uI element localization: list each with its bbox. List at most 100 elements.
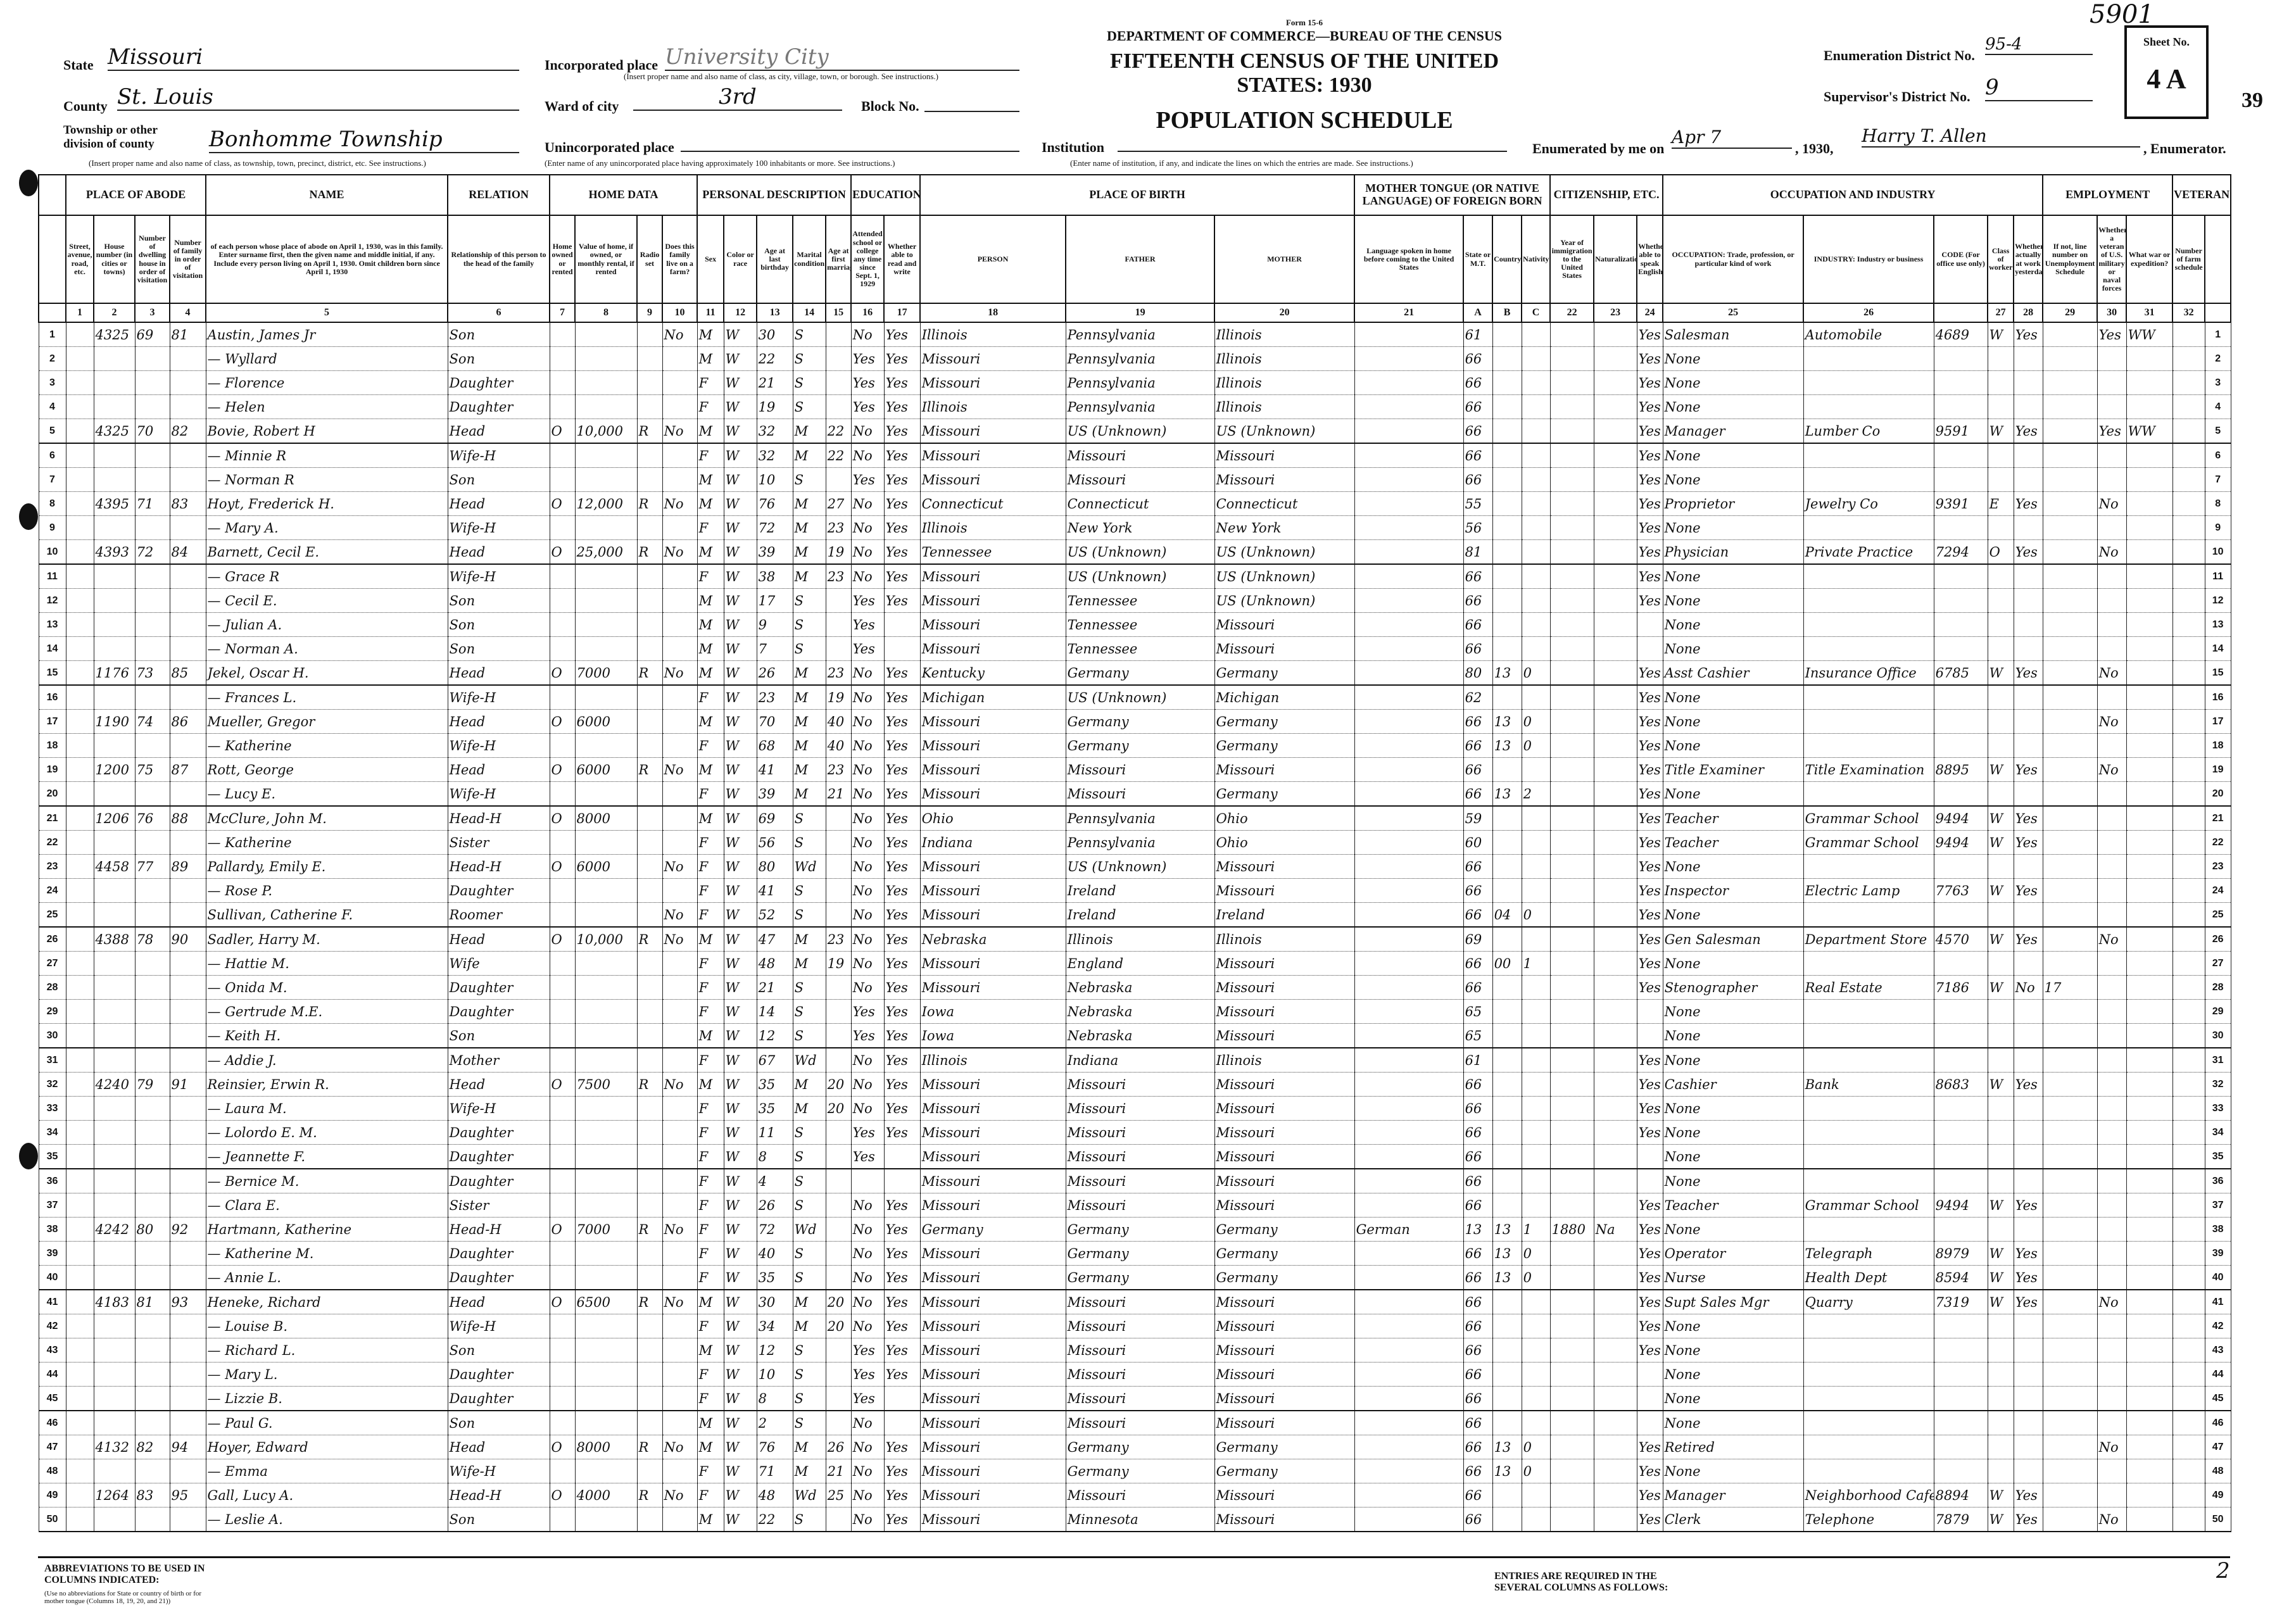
cell [1593, 1023, 1637, 1048]
cell: 76 [134, 806, 170, 831]
cell [65, 1338, 94, 1363]
cell [636, 1048, 663, 1073]
cell [2042, 781, 2098, 807]
cell [825, 394, 852, 419]
cell: 19 [825, 951, 852, 976]
cell: Yes [2013, 1290, 2043, 1314]
cell: 13 [1492, 660, 1522, 686]
cell: 7319 [1933, 1290, 1988, 1314]
cell [65, 1435, 94, 1459]
cell [134, 467, 170, 492]
cell [825, 1507, 852, 1532]
cell: 83 [134, 1483, 170, 1508]
cell [2042, 539, 2098, 565]
cell: W [723, 419, 757, 444]
cell [2013, 443, 2043, 468]
cell [65, 902, 94, 928]
cell [636, 1459, 663, 1483]
cell [2097, 564, 2127, 589]
cell: M [792, 419, 826, 444]
cell: No [850, 1459, 885, 1483]
cell [1987, 612, 2014, 637]
cell: Yes [1636, 539, 1663, 565]
cell [1803, 467, 1934, 492]
cell: Wife-H [447, 443, 550, 468]
cell: — Lucy E. [205, 781, 448, 807]
cell: Illinois [1214, 346, 1355, 371]
cell [1492, 1048, 1522, 1073]
cell: W [723, 1314, 757, 1338]
cell: W [723, 999, 757, 1024]
cell: — Mary L. [205, 1362, 448, 1387]
cell: Daughter [447, 1120, 550, 1145]
cell: Son [447, 636, 550, 661]
cell [574, 370, 638, 395]
column-number: 17 [883, 303, 921, 323]
cell: M [792, 1290, 826, 1314]
column-header: INDUSTRY: Industry or business [1803, 215, 1935, 304]
cell: Electric Lamp [1803, 878, 1934, 903]
cell: Daughter [447, 1169, 550, 1193]
cell: — Florence [205, 370, 448, 395]
cell [65, 1072, 94, 1097]
cell: Roomer [447, 902, 550, 928]
cell: 66 [1463, 1241, 1493, 1266]
cell: 66 [1463, 1072, 1493, 1097]
cell: M [697, 660, 724, 686]
column-number: 23 [1593, 303, 1638, 323]
cell [2042, 1193, 2098, 1218]
column-number: 16 [850, 303, 885, 323]
cell [169, 1241, 206, 1266]
cell [93, 443, 136, 468]
cell: 66 [1463, 975, 1493, 1000]
punch-hole [19, 1143, 38, 1169]
column-number: 13 [756, 303, 794, 323]
cell: Missouri [919, 854, 1066, 879]
cell [93, 1314, 136, 1338]
cell: Missouri [919, 1144, 1066, 1169]
cell [1803, 733, 1934, 758]
line-number: 37 [2204, 1193, 2231, 1218]
cell [2097, 1314, 2127, 1338]
cell: Manager [1662, 1483, 1804, 1508]
cell [2126, 757, 2173, 782]
cell: O [549, 539, 576, 565]
cell [2126, 806, 2173, 831]
line-number: 7 [2204, 467, 2231, 492]
cell [2097, 467, 2127, 492]
cell [134, 588, 170, 613]
cell: Son [447, 588, 550, 613]
cell [1492, 539, 1522, 565]
cell: No [850, 1241, 885, 1266]
cell: None [1662, 1386, 1804, 1411]
cell [2097, 346, 2127, 371]
cell: Missouri [1214, 951, 1355, 976]
cell [2172, 660, 2205, 686]
cell: Nebraska [1065, 975, 1215, 1000]
cell [2126, 1120, 2173, 1145]
cell [1354, 515, 1464, 540]
cell [169, 1314, 206, 1338]
cell [1549, 612, 1594, 637]
column-number: 2 [93, 303, 136, 323]
cell: Hartmann, Katherine [205, 1217, 448, 1242]
table-row: 32 4240 79 91 Reinsier, Erwin R. Head O 7500 R No… [38, 1072, 2231, 1097]
cell: 6000 [574, 757, 638, 782]
cell [1521, 1169, 1551, 1193]
cell [1803, 612, 1934, 637]
cell: Pennsylvania [1065, 322, 1215, 347]
incorporated-note: (Insert proper name and also name of cla… [624, 72, 938, 81]
cell: Yes [1636, 1096, 1663, 1121]
cell [1933, 1411, 1988, 1435]
cell [2097, 1023, 2127, 1048]
cell: Heneke, Richard [205, 1290, 448, 1314]
column-number [38, 303, 66, 323]
line-number: 31 [38, 1048, 66, 1073]
cell [65, 1144, 94, 1169]
cell: No [662, 1290, 698, 1314]
cell: F [697, 1386, 724, 1411]
cell: — Jeannette F. [205, 1144, 448, 1169]
cell: Tennessee [919, 539, 1066, 565]
cell: 93 [169, 1290, 206, 1314]
line-number: 13 [2204, 612, 2231, 637]
